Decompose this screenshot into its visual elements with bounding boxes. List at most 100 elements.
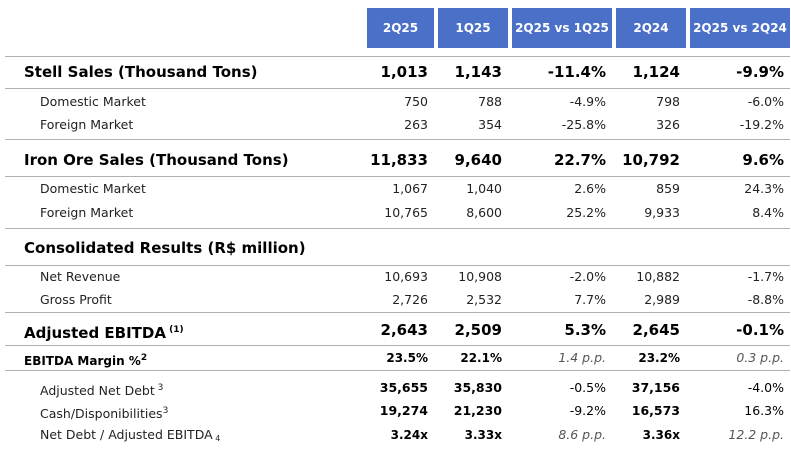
value-cell: -8.8% xyxy=(747,292,784,307)
footnote-mark: 3 xyxy=(162,406,169,416)
value-cell: 2,989 xyxy=(644,292,680,307)
label-text: Cash/Disponibilities xyxy=(40,406,163,422)
label-text: Consolidated Results (R$ million) xyxy=(24,239,306,257)
value-cell: -25.8% xyxy=(561,117,606,132)
header-cell: 2Q24 xyxy=(616,8,686,48)
value-cell: 10,765 xyxy=(384,205,428,220)
value-cell: 16.3% xyxy=(744,403,784,418)
row-label: Iron Ore Sales (Thousand Tons) xyxy=(24,150,289,170)
value-cell: 9,933 xyxy=(644,205,680,220)
value-cell: 3.24x xyxy=(390,428,428,442)
row-label: Domestic Market xyxy=(40,92,146,112)
value-cell: -1.7% xyxy=(747,269,784,284)
value-cell: 1,013 xyxy=(380,63,428,81)
row-label: Net Debt / Adjusted EBITDA 4 xyxy=(40,425,220,449)
row-divider xyxy=(5,265,790,266)
value-cell: -4.0% xyxy=(747,380,784,395)
value-cell: 8.4% xyxy=(752,205,784,220)
header-cell: 2Q25 xyxy=(367,8,434,48)
value-cell: 10,693 xyxy=(384,269,428,284)
value-cell: -0.5% xyxy=(569,380,606,395)
value-cell: 2,532 xyxy=(466,292,502,307)
value-cell: 798 xyxy=(656,94,680,109)
value-cell: -4.9% xyxy=(569,94,606,109)
value-cell: 1,124 xyxy=(632,63,680,81)
value-cell: 24.3% xyxy=(744,181,784,196)
value-cell: 23.5% xyxy=(386,351,428,365)
value-cell: 2,645 xyxy=(632,321,680,339)
value-cell: 10,792 xyxy=(622,151,680,169)
value-cell: -9.2% xyxy=(569,403,606,418)
row-divider xyxy=(5,88,790,89)
value-cell: 1,067 xyxy=(392,181,428,196)
value-cell: 8,600 xyxy=(466,205,502,220)
value-cell: 23.2% xyxy=(638,351,680,365)
row-label: Domestic Market xyxy=(40,179,146,199)
value-cell: 1,143 xyxy=(454,63,502,81)
row-label: Foreign Market xyxy=(40,203,133,223)
header-cell: 1Q25 xyxy=(438,8,508,48)
value-cell: 10,882 xyxy=(636,269,680,284)
value-cell: 5.3% xyxy=(564,321,606,339)
value-cell: 354 xyxy=(478,117,502,132)
value-cell: -6.0% xyxy=(747,94,784,109)
value-cell: 12.2 p.p. xyxy=(728,427,784,442)
row-divider xyxy=(5,56,790,57)
value-cell: -0.1% xyxy=(736,321,784,339)
value-cell: 9,640 xyxy=(454,151,502,169)
value-cell: 263 xyxy=(404,117,428,132)
row-label: EBITDA Margin %2 xyxy=(24,348,147,371)
label-text: Domestic Market xyxy=(40,94,146,109)
value-cell: -11.4% xyxy=(547,63,606,81)
value-cell: 9.6% xyxy=(742,151,784,169)
value-cell: 3.36x xyxy=(642,428,680,442)
header-cell: 2Q25 vs 1Q25 xyxy=(512,8,612,48)
value-cell: 788 xyxy=(478,94,502,109)
label-text: EBITDA Margin % xyxy=(24,354,141,368)
value-cell: 859 xyxy=(656,181,680,196)
row-label: Foreign Market xyxy=(40,115,133,135)
footnote-mark: 4 xyxy=(212,434,221,443)
row-divider xyxy=(5,312,790,313)
value-cell: 750 xyxy=(404,94,428,109)
row-label: Stell Sales (Thousand Tons) xyxy=(24,62,258,82)
value-cell: 8.6 p.p. xyxy=(558,427,606,442)
row-label: Net Revenue xyxy=(40,267,120,287)
value-cell: 7.7% xyxy=(574,292,606,307)
row-label: Consolidated Results (R$ million) xyxy=(24,238,306,258)
label-text: Foreign Market xyxy=(40,117,134,132)
value-cell: 11,833 xyxy=(370,151,428,169)
row-label: Gross Profit xyxy=(40,290,112,310)
value-cell: 22.1% xyxy=(460,351,502,365)
label-text: Foreign Market xyxy=(40,205,134,220)
value-cell: 2.6% xyxy=(574,181,606,196)
label-text: Gross Profit xyxy=(40,292,112,307)
value-cell: 25.2% xyxy=(566,205,606,220)
value-cell: 21,230 xyxy=(453,403,502,418)
value-cell: 37,156 xyxy=(631,380,680,395)
row-divider xyxy=(5,345,790,346)
row-divider xyxy=(5,139,790,140)
footnote-mark: 3 xyxy=(154,383,164,393)
value-cell: -9.9% xyxy=(736,63,784,81)
value-cell: -2.0% xyxy=(569,269,606,284)
value-cell: 22.7% xyxy=(553,151,606,169)
value-cell: -19.2% xyxy=(739,117,784,132)
label-text: Net Debt / Adjusted EBITDA xyxy=(40,427,213,442)
row-label: Cash/Disponibilities3 xyxy=(40,401,168,424)
value-cell: 326 xyxy=(656,117,680,132)
value-cell: 2,726 xyxy=(392,292,428,307)
value-cell: 16,573 xyxy=(631,403,680,418)
value-cell: 35,830 xyxy=(453,380,502,395)
row-divider xyxy=(5,176,790,177)
row-divider xyxy=(5,228,790,229)
label-text: Adjusted EBITDA xyxy=(24,324,166,342)
label-text: Adjusted Net Debt xyxy=(40,383,155,399)
value-cell: 1,040 xyxy=(466,181,502,196)
label-text: Stell Sales (Thousand Tons) xyxy=(24,63,258,81)
value-cell: 0.3 p.p. xyxy=(736,350,784,365)
value-cell: 1.4 p.p. xyxy=(558,350,606,365)
value-cell: 3.33x xyxy=(464,428,502,442)
row-divider xyxy=(5,370,790,371)
